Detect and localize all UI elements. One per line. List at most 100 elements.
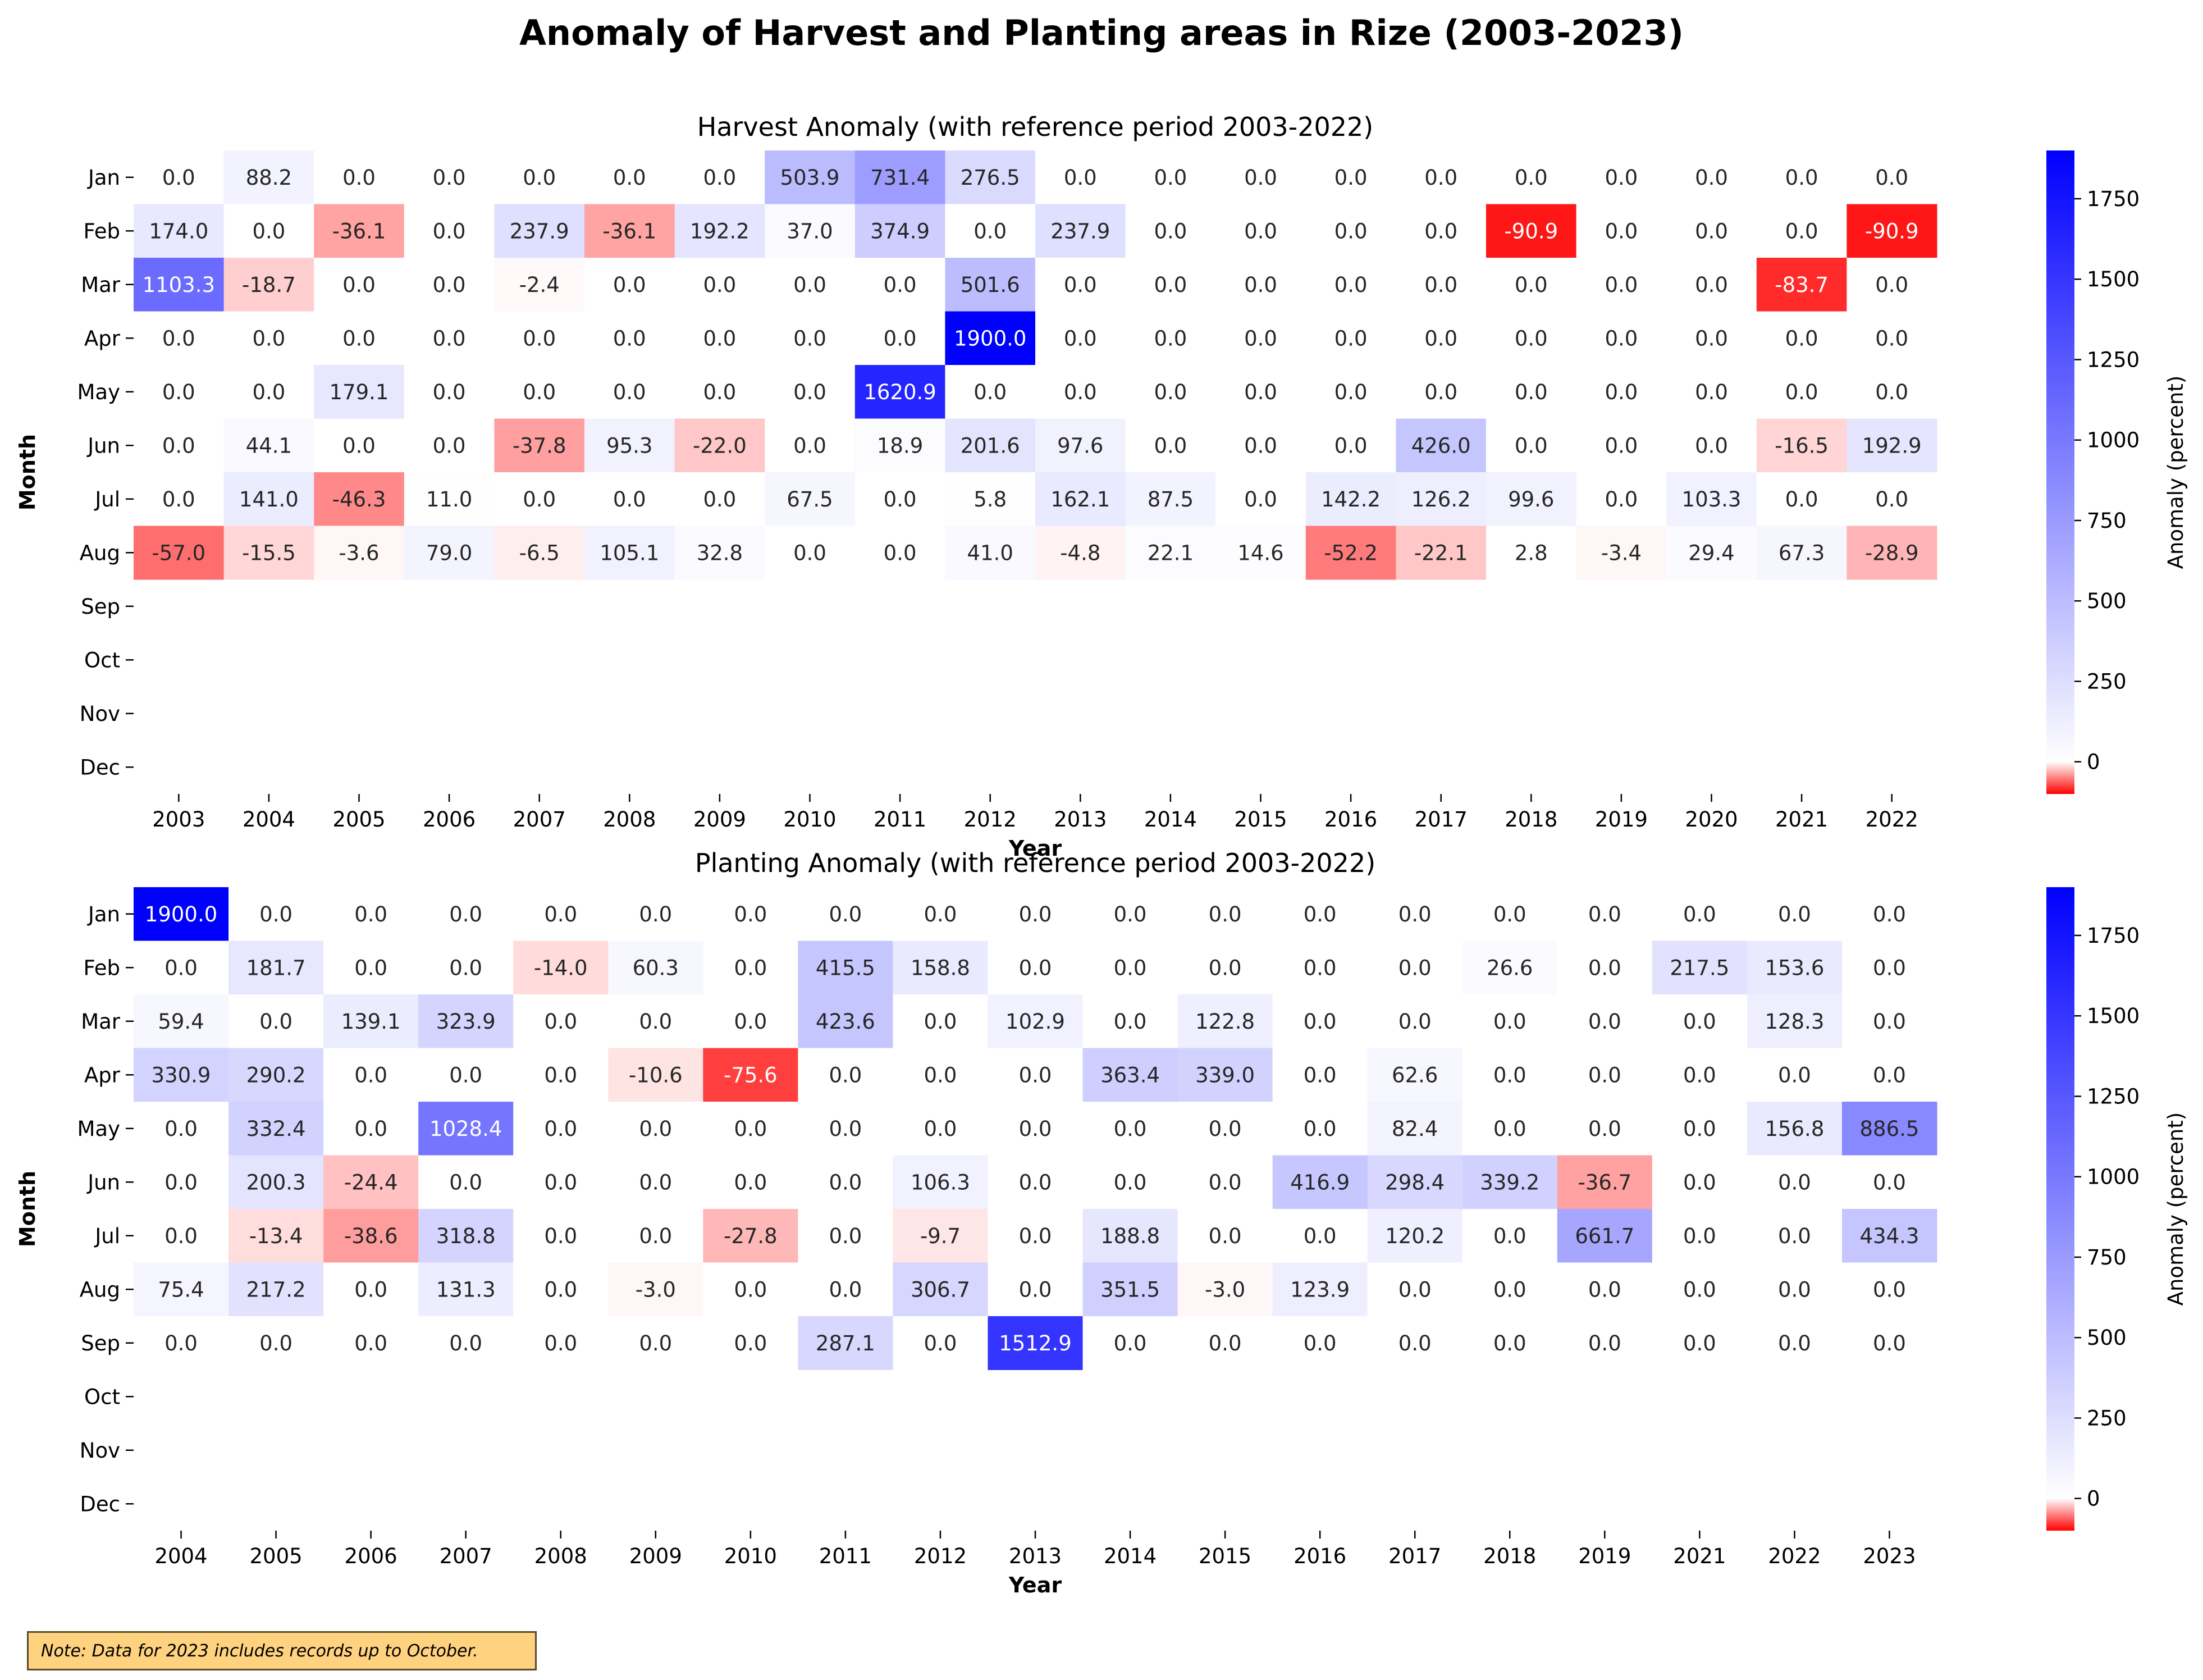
heatmap-cell <box>1272 941 1368 995</box>
heatmap-cell <box>1215 204 1306 258</box>
x-tick-label: 2021 <box>1775 807 1828 832</box>
heatmap-cell <box>893 1262 988 1317</box>
cell-label: 0.0 <box>259 902 292 926</box>
heatmap-cell <box>323 1102 419 1156</box>
colorbar-tick-label: 1250 <box>2087 348 2140 372</box>
heatmap-cell <box>1177 1102 1273 1156</box>
heatmap-cell <box>1367 941 1463 995</box>
cell-label: 0.0 <box>433 326 466 350</box>
cell-label: 0.0 <box>1154 273 1187 297</box>
heatmap-cell <box>1557 1209 1653 1263</box>
heatmap-cell <box>1305 365 1396 419</box>
cell-label: -75.6 <box>724 1063 778 1087</box>
cell-label: 0.0 <box>1493 1117 1526 1141</box>
heatmap-cell <box>134 1048 229 1102</box>
y-tick-label: Jan <box>87 166 120 190</box>
cell-label: 120.2 <box>1385 1224 1445 1248</box>
cell-label: 0.0 <box>433 219 466 243</box>
heatmap-cell <box>134 418 225 473</box>
heatmap-cell <box>223 365 314 419</box>
cell-label: 0.0 <box>973 380 1007 404</box>
cell-label: 201.6 <box>961 433 1020 458</box>
heatmap-cell <box>1747 887 1843 941</box>
heatmap-cell <box>323 994 419 1048</box>
cell-label: 44.1 <box>246 433 292 458</box>
cell-label: 0.0 <box>1605 166 1638 190</box>
cell-label: 0.0 <box>1588 956 1621 980</box>
heatmap-cell <box>134 150 225 204</box>
cell-label: 0.0 <box>793 541 826 565</box>
heatmap-cell <box>1272 1155 1368 1209</box>
cell-label: 0.0 <box>1515 380 1548 404</box>
heatmap-cell <box>988 1155 1084 1209</box>
y-tick-label: Mar <box>81 273 121 297</box>
heatmap-cell <box>765 204 856 258</box>
heatmap-cell <box>134 1155 229 1209</box>
x-tick-label: 2012 <box>914 1544 967 1568</box>
heatmap-cell <box>674 365 765 419</box>
cell-label: 0.0 <box>1785 326 1818 350</box>
heatmap-cell <box>1305 258 1396 312</box>
cell-label: 0.0 <box>164 1117 198 1141</box>
heatmap-cell <box>404 472 495 526</box>
heatmap-cell <box>1305 472 1396 526</box>
cell-label: 0.0 <box>1334 433 1368 458</box>
cell-label: 0.0 <box>1695 326 1728 350</box>
heatmap-cell <box>418 1048 514 1102</box>
cell-label: 0.0 <box>162 326 195 350</box>
cell-label: 0.0 <box>1019 1117 1052 1141</box>
x-tick-label: 2003 <box>152 807 205 832</box>
heatmap-cell <box>1035 150 1126 204</box>
y-tick-label: May <box>77 1117 121 1141</box>
cell-label: 0.0 <box>1304 1063 1337 1087</box>
heatmap-cell <box>418 1316 514 1370</box>
cell-label: 0.0 <box>1019 956 1052 980</box>
heatmap-cell <box>584 365 675 419</box>
heatmap-cell <box>1462 994 1558 1048</box>
heatmap-cell <box>1666 311 1757 366</box>
cell-label: 0.0 <box>1209 1117 1242 1141</box>
heatmap-cell <box>1486 311 1577 366</box>
cell-label: 0.0 <box>164 1170 198 1194</box>
colorbar-tick-label: 1500 <box>2087 1004 2140 1028</box>
cell-label: 374.9 <box>870 219 930 243</box>
cell-label: -14.0 <box>534 956 588 980</box>
heatmap-cell <box>513 994 609 1048</box>
x-tick-label: 2010 <box>724 1544 777 1568</box>
x-tick-label: 2018 <box>1505 807 1557 832</box>
heatmap-cell <box>1756 150 1847 204</box>
x-tick-label: 2008 <box>534 1544 587 1568</box>
cell-label: 0.0 <box>162 166 195 190</box>
cell-label: 0.0 <box>639 902 672 926</box>
heatmap-cell <box>1652 1316 1748 1370</box>
cell-label: 88.2 <box>246 166 292 190</box>
cell-label: 0.0 <box>793 433 826 458</box>
y-axis-title: Month <box>15 1171 40 1247</box>
cell-label: 0.0 <box>1334 219 1368 243</box>
colorbar-tick-label: 250 <box>2087 1406 2127 1430</box>
heatmap-cell <box>988 887 1084 941</box>
cell-label: 339.2 <box>1480 1170 1539 1194</box>
cell-label: 0.0 <box>1778 1170 1811 1194</box>
x-tick-label: 2006 <box>345 1544 397 1568</box>
cell-label: 0.0 <box>433 273 466 297</box>
heatmap-cell <box>988 994 1084 1048</box>
heatmap-cell <box>1557 1102 1653 1156</box>
y-tick-label: Dec <box>80 755 120 779</box>
cell-label: 0.0 <box>884 541 917 565</box>
heatmap-cell <box>1841 1048 1937 1102</box>
cell-label: 0.0 <box>1683 1277 1716 1302</box>
cell-label: 0.0 <box>1588 1277 1621 1302</box>
cell-label: 0.0 <box>1588 902 1621 926</box>
heatmap-cell <box>1177 1316 1273 1370</box>
cell-label: 0.0 <box>639 1010 672 1034</box>
heatmap-cell <box>1847 311 1937 366</box>
cell-label: 0.0 <box>703 166 736 190</box>
heatmap-cell <box>1305 204 1396 258</box>
heatmap-cell <box>228 1155 324 1209</box>
cell-label: 0.0 <box>1334 380 1368 404</box>
cell-label: 0.0 <box>544 1063 577 1087</box>
heatmap-cell <box>893 1102 988 1156</box>
heatmap-cell <box>1396 418 1487 473</box>
cell-label: 0.0 <box>1209 956 1242 980</box>
